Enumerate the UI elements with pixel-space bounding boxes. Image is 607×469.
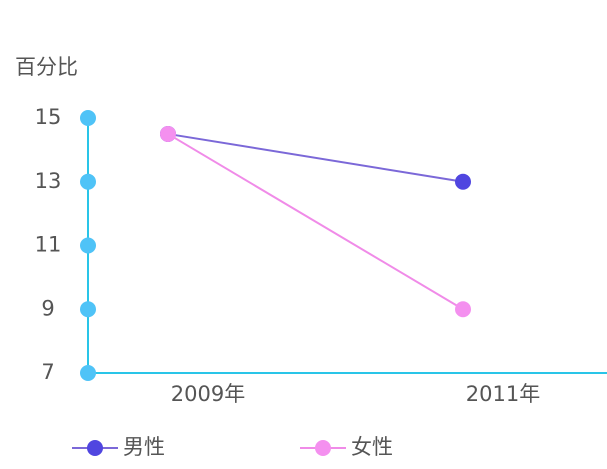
data-point bbox=[160, 125, 176, 142]
y-tick bbox=[80, 301, 96, 318]
y-tick bbox=[80, 365, 96, 381]
legend-label: 男性 bbox=[123, 435, 165, 459]
series-line bbox=[167, 132, 464, 183]
y-tick-label: 11 bbox=[35, 233, 62, 257]
x-tick-label: 2011年 bbox=[466, 382, 540, 406]
y-tick bbox=[80, 173, 96, 190]
y-tick bbox=[80, 237, 96, 254]
y-tick-label: 15 bbox=[35, 105, 62, 129]
data-point bbox=[455, 173, 471, 190]
y-tick bbox=[80, 110, 96, 126]
y-tick-label: 13 bbox=[35, 169, 62, 193]
series-line bbox=[167, 133, 464, 311]
x-tick-label: 2009年 bbox=[171, 382, 245, 406]
legend-label: 女性 bbox=[351, 435, 393, 459]
y-tick-label: 9 bbox=[41, 296, 54, 320]
y-axis-label: 百分比 bbox=[15, 55, 78, 79]
y-tick-label: 7 bbox=[41, 360, 54, 384]
legend-marker bbox=[315, 440, 331, 456]
legend-marker bbox=[87, 440, 103, 456]
data-point bbox=[455, 301, 471, 318]
